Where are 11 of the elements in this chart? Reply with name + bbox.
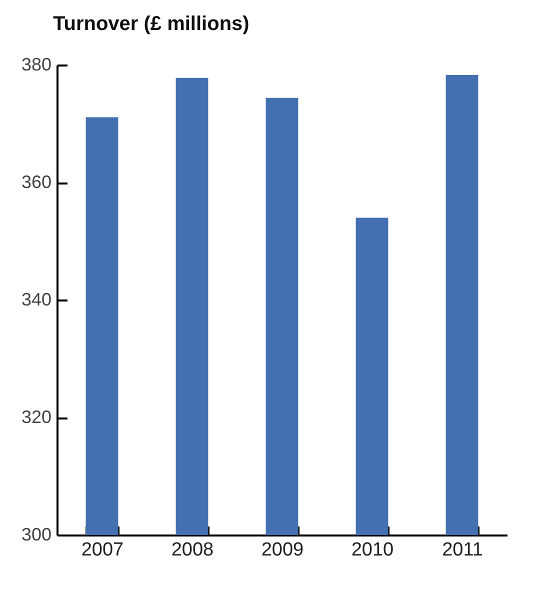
x-tick-label: 2010 — [351, 540, 394, 560]
y-tick-label: 360 — [21, 172, 52, 192]
y-tick-label: 320 — [21, 407, 52, 427]
y-tick-label: 380 — [21, 54, 52, 74]
x-tick-label: 2009 — [261, 540, 304, 560]
x-tick-label: 2007 — [81, 540, 124, 560]
y-tick-label: 340 — [21, 290, 52, 310]
chart-title: Turnover (£ millions) — [53, 13, 250, 35]
y-tick-label: 300 — [21, 524, 52, 544]
x-tick-label: 2011 — [442, 540, 483, 560]
x-tick-label: 2008 — [171, 540, 214, 560]
